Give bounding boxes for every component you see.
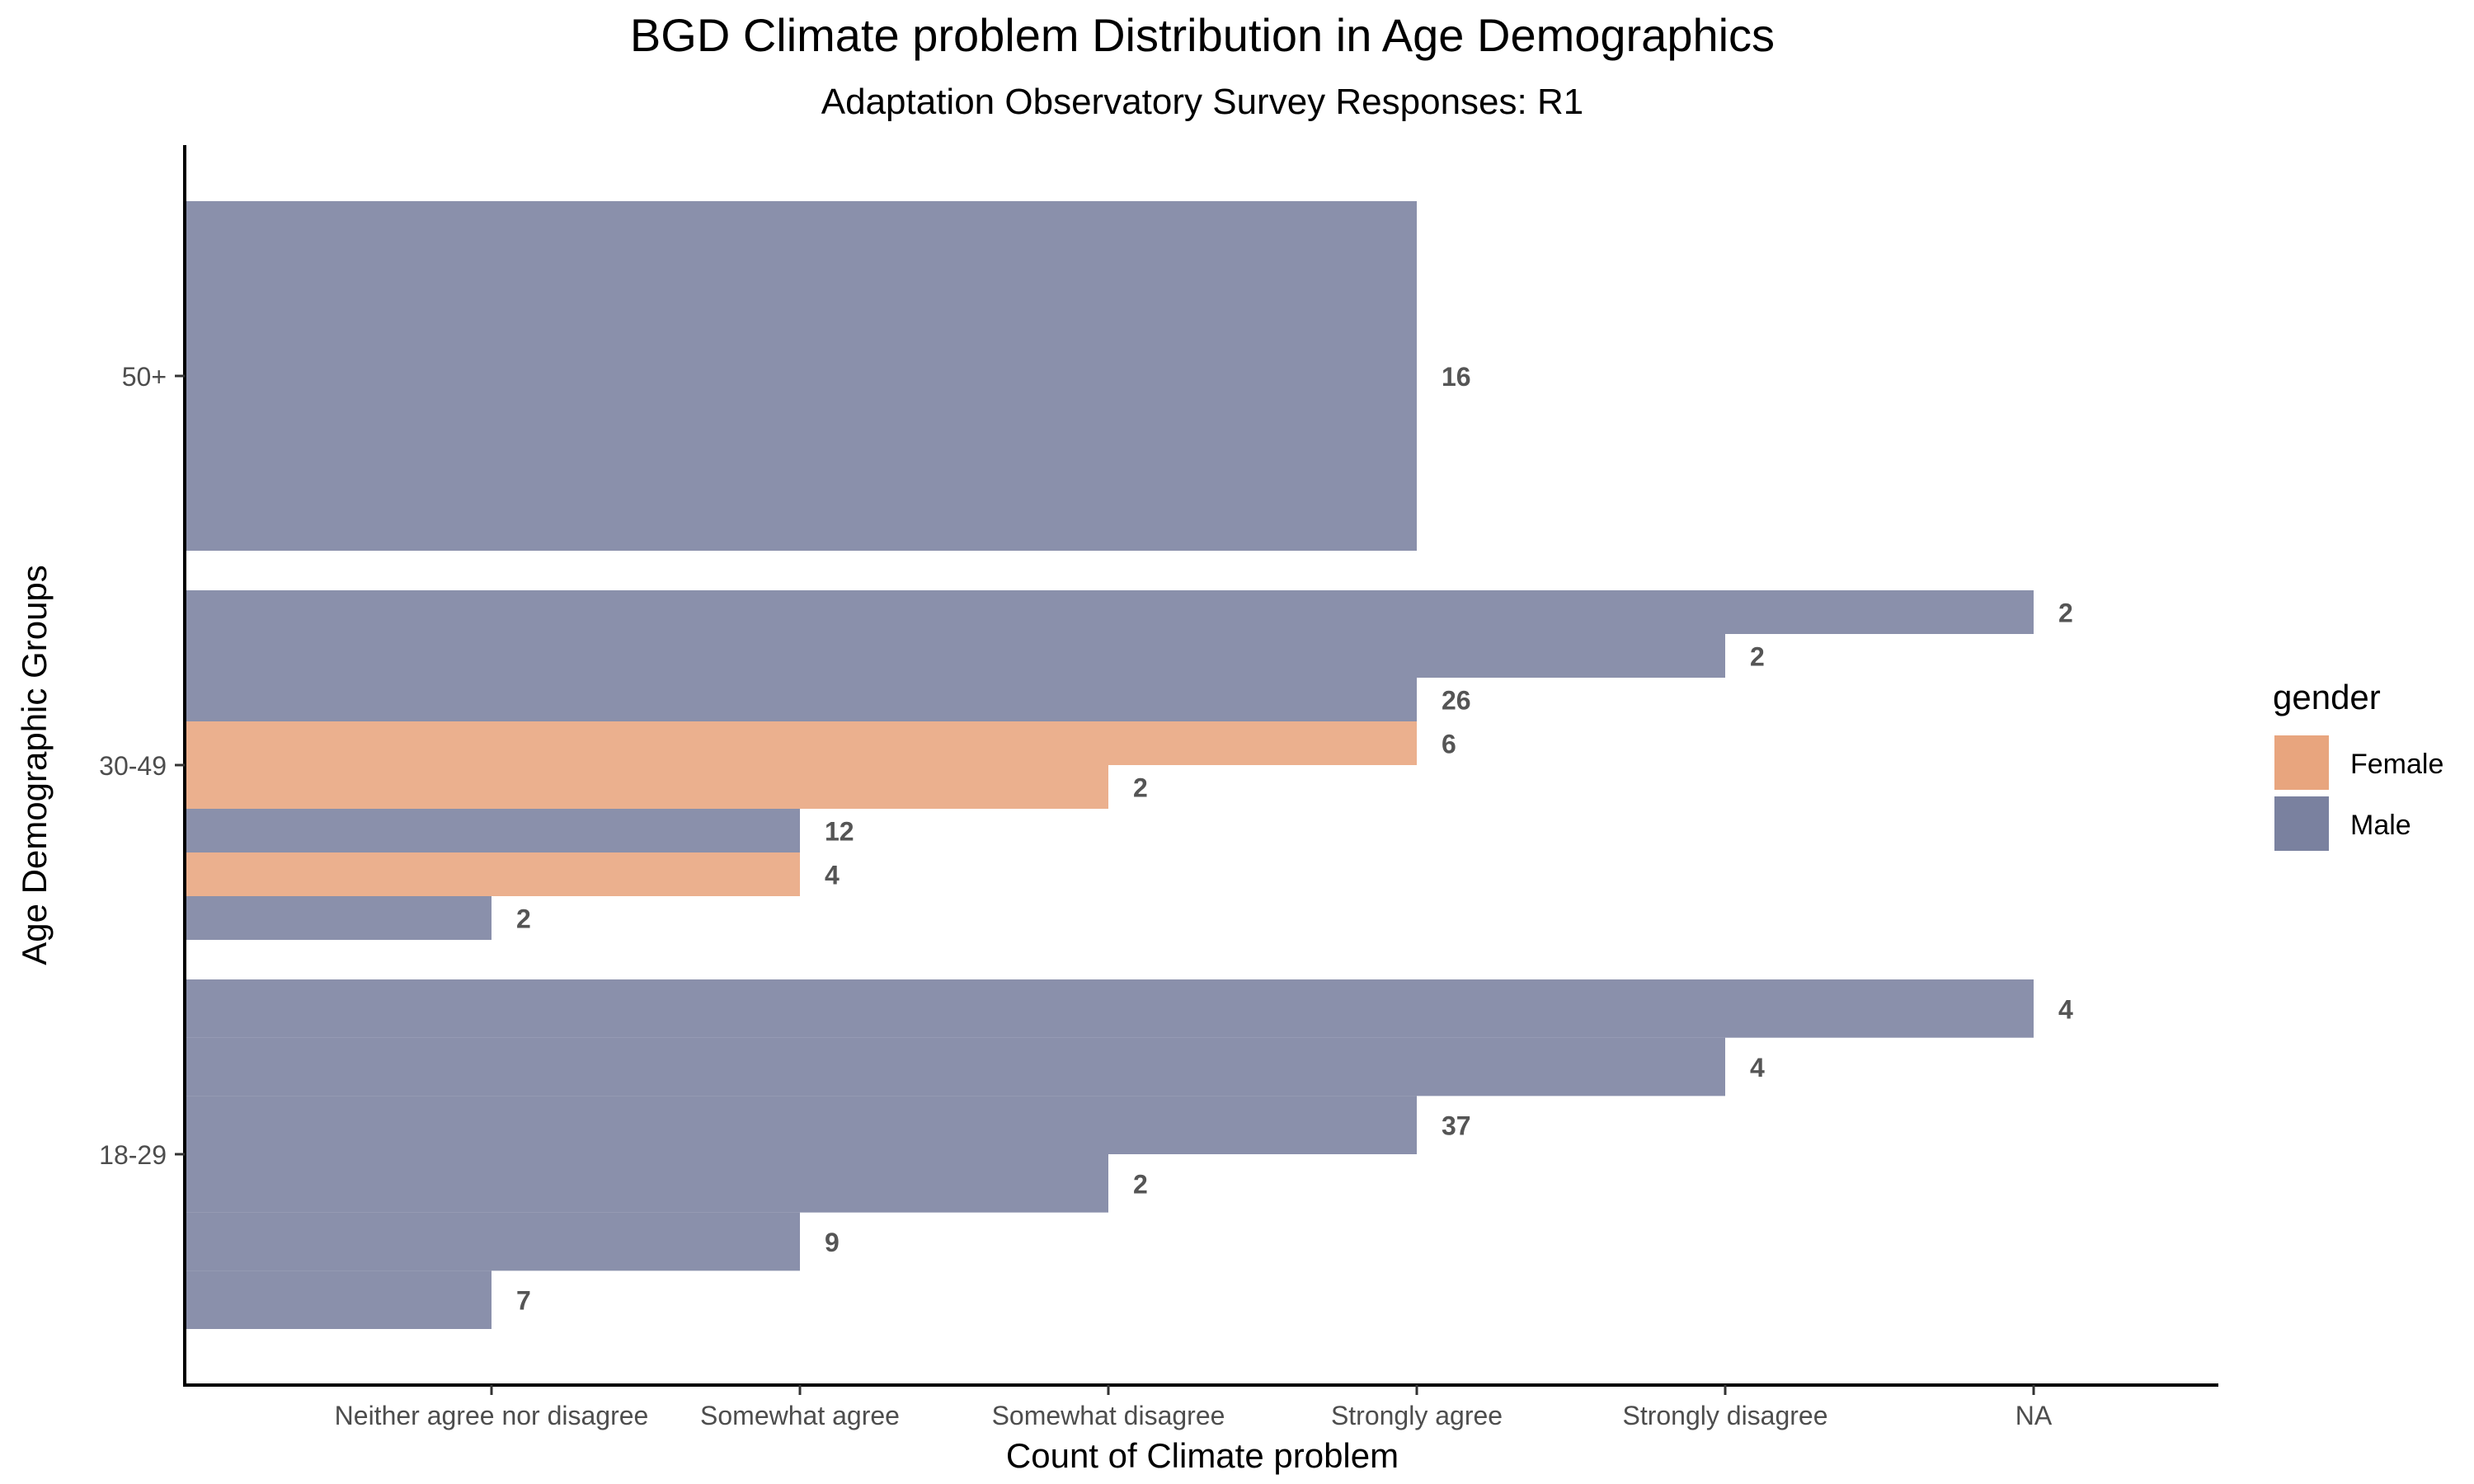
legend-title: gender (2273, 678, 2381, 716)
bar-30-49-female-4 (186, 721, 1417, 765)
value-label-18-29-3: 37 (1442, 1111, 1471, 1141)
legend-label-male: Male (2350, 810, 2411, 841)
value-label-18-29-1: 9 (825, 1228, 840, 1257)
value-label-30-49-2: 12 (825, 817, 854, 847)
x-tick-label-5: NA (2015, 1401, 2053, 1430)
bar-18-29-male-5 (186, 979, 2034, 1038)
value-label-50+-0: 16 (1442, 362, 1471, 392)
value-label-30-49-7: 2 (2058, 599, 2073, 628)
bar-30-49-male-7 (186, 590, 2034, 634)
bar-18-29-male-3 (186, 1096, 1417, 1154)
bar-18-29-male-2 (186, 1154, 1108, 1213)
chart-subtitle: Adaptation Observatory Survey Responses:… (821, 82, 1583, 122)
value-label-18-29-0: 7 (516, 1286, 531, 1316)
value-label-18-29-5: 4 (2058, 994, 2073, 1024)
y-tick-label-50+: 50+ (122, 362, 167, 392)
bar-30-49-female-3 (186, 765, 1108, 809)
value-label-18-29-2: 2 (1133, 1169, 1148, 1199)
bar-30-49-male-0 (186, 896, 492, 940)
y-tick-label-30-49: 30-49 (99, 751, 167, 781)
x-tick-label-4: Strongly disagree (1622, 1401, 1827, 1430)
value-label-30-49-0: 2 (516, 904, 531, 934)
value-label-18-29-4: 4 (1750, 1053, 1765, 1082)
x-tick-label-1: Somewhat agree (700, 1401, 900, 1430)
x-tick-label-2: Somewhat disagree (992, 1401, 1225, 1430)
bar-50+-male-0 (186, 201, 1417, 551)
y-axis-title: Age Demographic Groups (15, 565, 54, 965)
y-ticks-layer: 18-29 30-49 50+ (99, 362, 185, 1170)
value-label-30-49-1: 4 (825, 861, 840, 890)
legend-label-female: Female (2350, 749, 2443, 780)
bar-18-29-male-0 (186, 1270, 492, 1329)
value-label-30-49-6: 2 (1750, 642, 1765, 672)
bar-30-49-female-1 (186, 852, 800, 896)
legend-swatch-female (2274, 735, 2329, 790)
y-tick-label-18-29: 18-29 (99, 1140, 167, 1170)
x-tick-label-3: Strongly agree (1331, 1401, 1503, 1430)
bar-30-49-male-5 (186, 678, 1417, 721)
bar-30-49-male-2 (186, 809, 800, 852)
x-ticks-layer: Neither agree nor disagree Somewhat agree… (335, 1385, 2053, 1430)
x-tick-label-0: Neither agree nor disagree (335, 1401, 649, 1430)
bars-layer (186, 201, 2034, 1329)
bar-30-49-male-6 (186, 634, 1725, 678)
chart-title: BGD Climate problem Distribution in Age … (630, 9, 1775, 61)
legend: gender Female Male (2273, 678, 2443, 851)
bar-18-29-male-1 (186, 1212, 800, 1271)
legend-swatch-male (2274, 796, 2329, 851)
x-axis-title: Count of Climate problem (1006, 1436, 1399, 1475)
bar-18-29-male-4 (186, 1037, 1725, 1097)
value-label-30-49-5: 26 (1442, 686, 1471, 716)
value-label-30-49-4: 6 (1442, 730, 1456, 759)
value-label-30-49-3: 2 (1133, 773, 1148, 803)
